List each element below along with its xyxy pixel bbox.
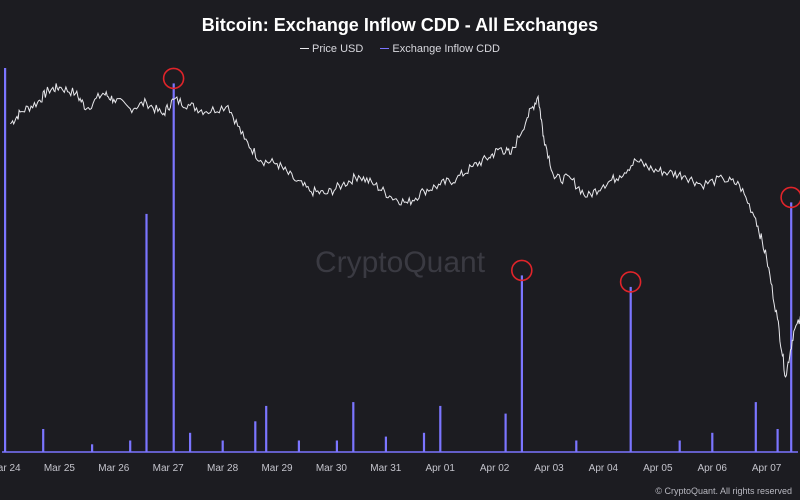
highlight-circle xyxy=(510,259,533,282)
cdd-bars-group xyxy=(2,68,798,453)
x-tick-label: Apr 03 xyxy=(534,463,564,474)
legend-item-cdd[interactable]: Exchange Inflow CDD xyxy=(380,43,500,55)
chart-legend: Price USD Exchange Inflow CDD xyxy=(0,43,800,55)
highlight-circles-group xyxy=(162,67,800,293)
x-tick-label: Apr 07 xyxy=(752,463,782,474)
x-tick-label: Mar 24 xyxy=(0,463,21,474)
x-tick-label: Mar 27 xyxy=(153,463,185,474)
cdd-bar xyxy=(575,440,578,452)
cdd-bar xyxy=(504,413,507,452)
x-tick-label: Mar 29 xyxy=(261,463,293,474)
cdd-bar xyxy=(422,432,426,452)
price-line-group xyxy=(10,83,800,378)
cdd-bar xyxy=(439,405,442,452)
x-tick-label: Mar 30 xyxy=(316,463,348,474)
cdd-bar xyxy=(91,444,94,452)
price-line xyxy=(10,83,800,378)
chart-title: Bitcoin: Exchange Inflow CDD - All Excha… xyxy=(201,15,599,35)
cdd-bar xyxy=(4,68,7,452)
legend-swatch-cdd xyxy=(380,47,390,49)
x-tick-label: Mar 31 xyxy=(370,463,402,474)
watermark-text: CryptoQuant xyxy=(315,246,486,279)
cdd-bar xyxy=(352,402,355,452)
highlight-circle xyxy=(162,67,185,90)
cdd-bar xyxy=(42,429,45,452)
cdd-bar xyxy=(520,275,523,452)
cdd-bar xyxy=(221,440,224,452)
cdd-bar xyxy=(754,402,757,452)
x-tick-label: Mar 25 xyxy=(44,463,76,474)
cdd-bar xyxy=(265,405,268,452)
highlight-circle xyxy=(780,186,800,209)
copyright-credit: © CryptoQuant. All rights reserved xyxy=(655,486,792,496)
cdd-bar xyxy=(776,429,779,452)
cdd-bar xyxy=(790,202,793,452)
cdd-bar xyxy=(189,432,192,452)
legend-swatch-price xyxy=(299,47,309,49)
legend-label-price: Price USD xyxy=(311,43,364,55)
x-tick-label: Apr 04 xyxy=(589,463,619,474)
cdd-bar xyxy=(172,83,175,453)
x-tick-label: Mar 26 xyxy=(98,463,130,474)
cdd-bar xyxy=(678,440,681,452)
cdd-bar xyxy=(629,286,632,452)
x-tick-label: Apr 05 xyxy=(643,463,673,474)
cdd-bar xyxy=(711,432,714,452)
x-tick-label: Mar 28 xyxy=(207,463,239,474)
x-tick-label: Apr 06 xyxy=(697,463,727,474)
x-tick-label: Apr 02 xyxy=(480,463,510,474)
cdd-bar xyxy=(145,213,148,452)
highlight-circle xyxy=(619,271,642,293)
legend-label-cdd: Exchange Inflow CDD xyxy=(392,43,500,55)
cdd-bar xyxy=(335,440,338,452)
x-tick-label: Apr 01 xyxy=(425,463,455,474)
x-axis-ticks: Mar 24 Mar 25 Mar 26 Mar 27 Mar 28 Mar 29 Mar … xyxy=(0,463,782,474)
cdd-bar xyxy=(384,436,387,452)
cdd-bar xyxy=(254,421,257,452)
legend-item-price[interactable]: Price USD xyxy=(299,43,364,55)
cdd-bar xyxy=(297,440,300,452)
cdd-bar xyxy=(129,440,132,452)
